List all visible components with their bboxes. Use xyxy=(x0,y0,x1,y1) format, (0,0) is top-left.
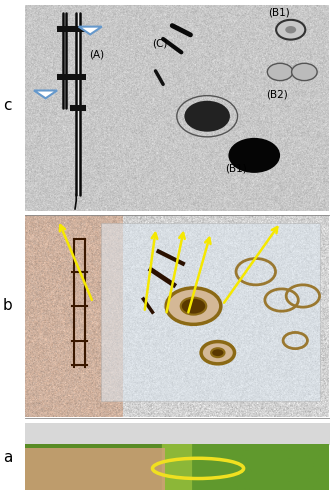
Circle shape xyxy=(291,64,317,80)
Circle shape xyxy=(228,138,280,173)
Circle shape xyxy=(276,20,305,40)
Text: (B1): (B1) xyxy=(225,164,247,174)
Circle shape xyxy=(201,342,234,364)
Polygon shape xyxy=(79,26,102,34)
Text: (C): (C) xyxy=(152,38,168,48)
Polygon shape xyxy=(34,90,57,98)
Circle shape xyxy=(184,101,230,132)
Text: (A): (A) xyxy=(89,50,104,59)
Circle shape xyxy=(166,288,221,325)
Circle shape xyxy=(211,348,224,357)
Circle shape xyxy=(181,298,206,314)
Text: (B1): (B1) xyxy=(268,7,290,17)
Text: a: a xyxy=(3,450,12,465)
Bar xyxy=(101,223,320,402)
Circle shape xyxy=(285,26,296,34)
Text: (B2): (B2) xyxy=(266,90,288,100)
Circle shape xyxy=(267,64,293,80)
Text: b: b xyxy=(3,298,12,312)
Text: c: c xyxy=(3,98,11,112)
